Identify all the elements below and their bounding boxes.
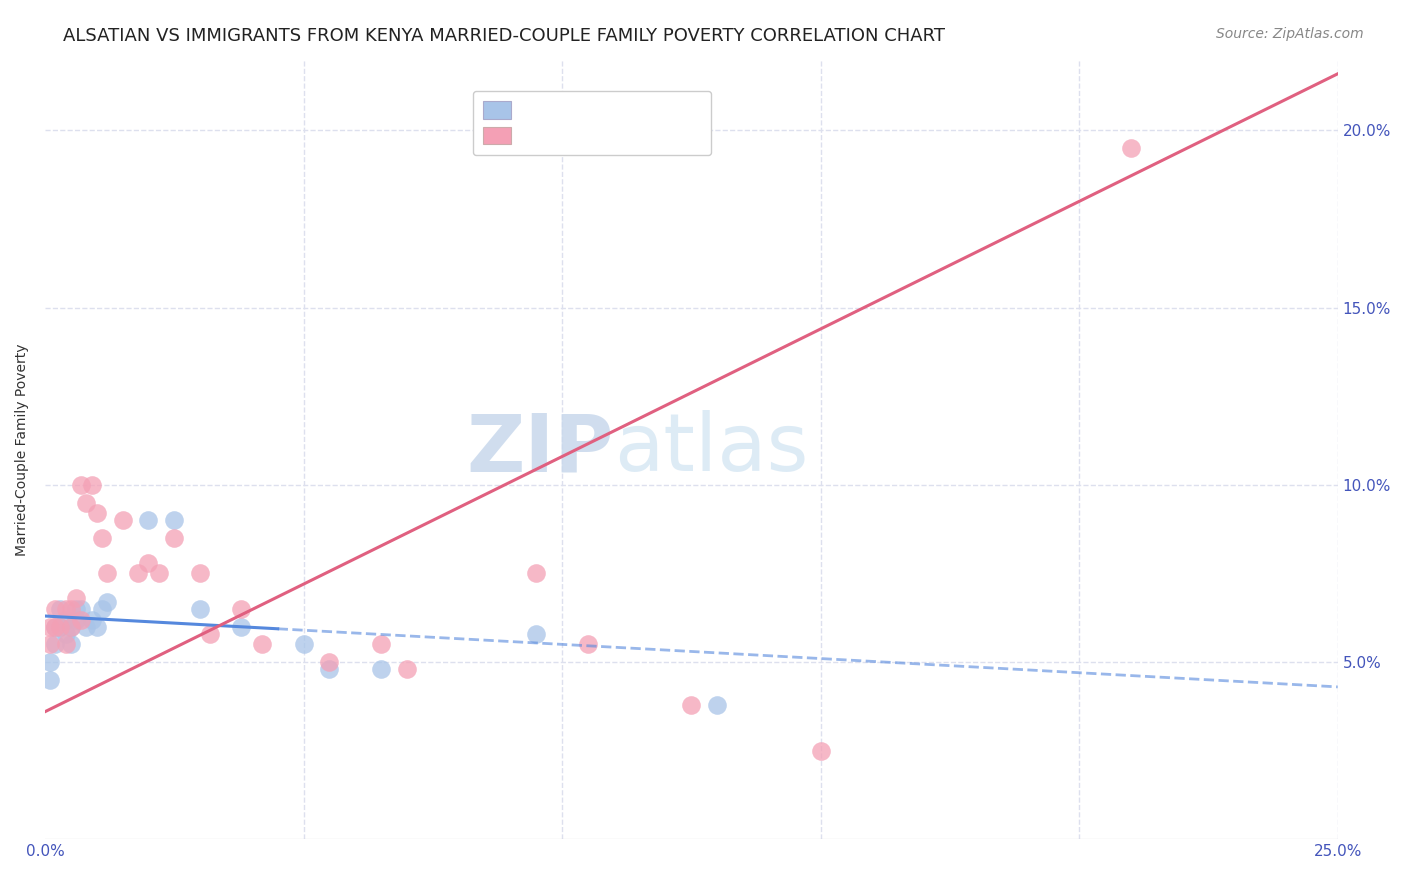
Text: Source: ZipAtlas.com: Source: ZipAtlas.com [1216,27,1364,41]
Point [1119,141,1142,155]
Point [231,602,253,616]
Point [80,478,103,492]
Point [70,602,93,616]
Point [90,531,112,545]
Point [70,613,93,627]
Point [163,531,186,545]
Point [395,662,418,676]
Point [148,566,170,581]
Point [39,655,62,669]
Point [65,613,87,627]
Point [524,566,547,581]
Point [75,495,97,509]
Point [86,506,108,520]
Y-axis label: Married-Couple Family Poverty: Married-Couple Family Poverty [15,343,30,556]
Point [65,602,87,616]
Text: R = -0.149   N = 18: R = -0.149 N = 18 [471,97,645,112]
Point [80,613,103,627]
Point [576,637,599,651]
Point [231,620,253,634]
Point [59,620,82,634]
Text: ALSATIAN VS IMMIGRANTS FROM KENYA MARRIED-COUPLE FAMILY POVERTY CORRELATION CHAR: ALSATIAN VS IMMIGRANTS FROM KENYA MARRIE… [63,27,945,45]
Point [39,637,62,651]
Point [681,698,703,712]
Point [318,655,340,669]
Point [44,602,66,616]
Point [111,513,134,527]
Point [200,626,222,640]
Text: atlas: atlas [614,410,808,489]
Point [49,602,72,616]
Point [55,637,77,651]
Point [59,620,82,634]
Point [706,698,728,712]
Point [44,620,66,634]
Point [370,637,392,651]
Point [810,744,832,758]
Point [65,591,87,606]
Point [39,620,62,634]
Point [59,637,82,651]
Text: ZIP: ZIP [467,410,614,489]
Point [138,513,160,527]
Text: R =  0.619   N = 34: R = 0.619 N = 34 [471,134,645,149]
Point [55,613,77,627]
Legend: Alsatians, Immigrants from Kenya: Alsatians, Immigrants from Kenya [472,91,710,155]
Point [49,620,72,634]
Point [86,620,108,634]
Point [318,662,340,676]
Point [49,620,72,634]
Point [90,602,112,616]
Point [163,513,186,527]
Point [55,626,77,640]
Point [44,637,66,651]
Point [75,620,97,634]
Point [250,637,273,651]
Point [70,478,93,492]
Point [44,620,66,634]
Point [188,566,211,581]
Point [292,637,315,651]
Point [39,673,62,687]
Point [127,566,149,581]
Point [138,556,160,570]
Point [55,602,77,616]
Point [96,566,118,581]
Point [524,626,547,640]
Point [59,602,82,616]
Point [188,602,211,616]
Point [370,662,392,676]
Point [96,595,118,609]
